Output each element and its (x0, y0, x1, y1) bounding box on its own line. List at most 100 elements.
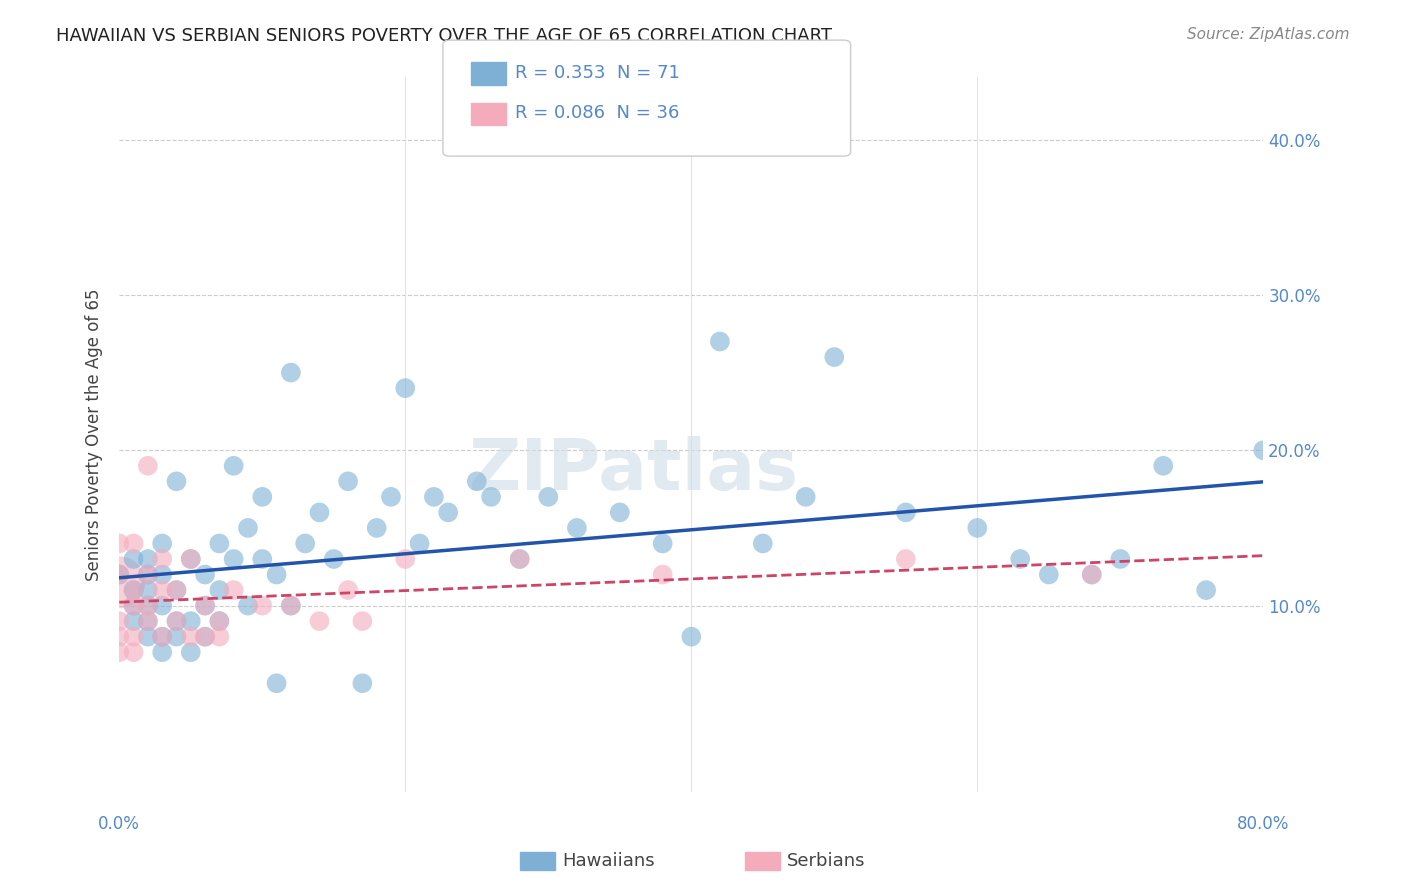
Point (122, 614, 145, 628)
Point (136, 552, 159, 566)
Point (180, 552, 202, 566)
Point (136, 599, 159, 613)
Point (122, 536, 145, 550)
Point (651, 567, 673, 582)
Text: Source: ZipAtlas.com: Source: ZipAtlas.com (1187, 27, 1350, 42)
Point (308, 505, 330, 519)
Point (681, 630, 703, 644)
Point (966, 521, 988, 535)
Point (208, 536, 231, 550)
Point (136, 567, 159, 582)
Point (180, 630, 202, 644)
Point (252, 552, 274, 566)
Point (208, 614, 231, 628)
Point (136, 614, 159, 628)
Point (122, 630, 145, 644)
Point (280, 599, 302, 613)
Point (894, 505, 917, 519)
Point (266, 567, 288, 582)
Point (108, 575, 131, 590)
Point (894, 552, 917, 566)
Point (394, 552, 416, 566)
Point (208, 583, 231, 598)
Text: Hawaiians: Hawaiians (562, 852, 655, 870)
Point (150, 583, 173, 598)
Point (236, 521, 259, 535)
Point (150, 552, 173, 566)
Point (136, 630, 159, 644)
Point (1080, 567, 1102, 582)
Point (236, 599, 259, 613)
Point (136, 567, 159, 582)
Point (308, 614, 330, 628)
Point (1195, 583, 1218, 598)
Point (651, 536, 673, 550)
Point (122, 599, 145, 613)
Point (166, 583, 188, 598)
Point (122, 583, 145, 598)
Point (166, 614, 188, 628)
Point (136, 583, 159, 598)
Point (194, 599, 217, 613)
Point (294, 536, 316, 550)
Point (709, 334, 731, 349)
Point (150, 630, 173, 644)
Point (222, 458, 245, 473)
Point (222, 552, 245, 566)
Point (1038, 567, 1060, 582)
Point (108, 645, 131, 659)
Point (380, 490, 402, 504)
Point (194, 567, 217, 582)
Point (208, 614, 231, 628)
Point (479, 490, 502, 504)
Point (122, 645, 145, 659)
Point (180, 552, 202, 566)
Point (180, 614, 202, 628)
Text: ZIPatlas: ZIPatlas (470, 436, 799, 505)
Text: Serbians: Serbians (787, 852, 866, 870)
Point (194, 630, 217, 644)
Point (823, 350, 845, 364)
Point (565, 521, 588, 535)
Point (122, 599, 145, 613)
Point (166, 614, 188, 628)
Point (408, 536, 430, 550)
Point (194, 630, 217, 644)
Point (537, 490, 560, 504)
Point (122, 583, 145, 598)
Point (794, 490, 817, 504)
Text: 80.0%: 80.0% (1237, 815, 1289, 833)
Point (108, 567, 131, 582)
Point (136, 599, 159, 613)
Point (108, 567, 131, 582)
Point (150, 599, 173, 613)
Point (108, 614, 131, 628)
Y-axis label: Seniors Poverty Over the Age of 65: Seniors Poverty Over the Age of 65 (86, 288, 103, 581)
Point (136, 458, 159, 473)
Point (352, 676, 374, 690)
Point (166, 583, 188, 598)
Point (609, 505, 631, 519)
Point (150, 536, 173, 550)
Point (1253, 443, 1275, 458)
Point (322, 552, 344, 566)
Point (337, 583, 360, 598)
Point (122, 552, 145, 566)
Point (1109, 552, 1132, 566)
Point (437, 505, 460, 519)
Text: R = 0.353  N = 71: R = 0.353 N = 71 (515, 64, 679, 82)
Point (1152, 458, 1174, 473)
Point (150, 567, 173, 582)
Text: R = 0.086  N = 36: R = 0.086 N = 36 (515, 104, 679, 122)
Point (252, 599, 274, 613)
Point (252, 490, 274, 504)
Point (337, 475, 360, 489)
Point (280, 366, 302, 380)
Point (366, 521, 388, 535)
Point (465, 475, 488, 489)
Point (266, 676, 288, 690)
Point (166, 475, 188, 489)
Point (280, 599, 302, 613)
Point (222, 583, 245, 598)
Point (423, 490, 446, 504)
